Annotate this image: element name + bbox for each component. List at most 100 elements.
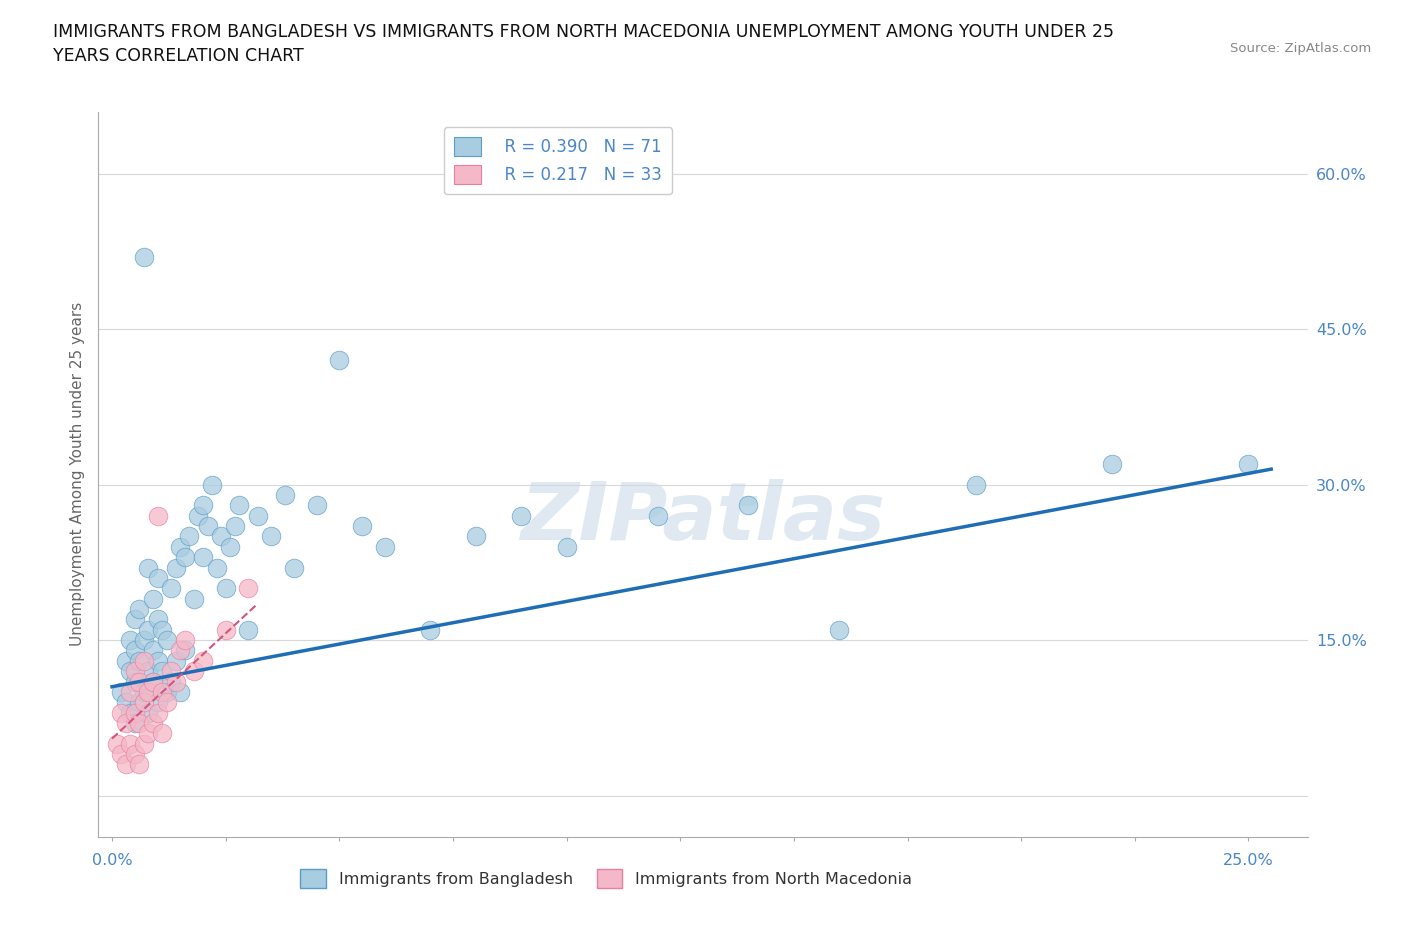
Point [110, 705, 132, 720]
Point [187, 509, 209, 524]
Point [138, 684, 160, 699]
Point [142, 591, 165, 606]
Point [374, 539, 396, 554]
Point [238, 622, 260, 637]
Legend: Immigrants from Bangladesh, Immigrants from North Macedonia: Immigrants from Bangladesh, Immigrants f… [294, 863, 918, 895]
Point [146, 654, 169, 669]
Text: IMMIGRANTS FROM BANGLADESH VS IMMIGRANTS FROM NORTH MACEDONIA UNEMPLOYMENT AMONG: IMMIGRANTS FROM BANGLADESH VS IMMIGRANTS… [53, 23, 1115, 65]
Point [128, 715, 150, 730]
Point [647, 509, 669, 524]
Point [555, 539, 578, 554]
Point [146, 612, 169, 627]
Point [128, 757, 150, 772]
Point [105, 737, 128, 751]
Point [120, 684, 142, 699]
Text: 0.0%: 0.0% [91, 853, 132, 868]
Point [146, 570, 169, 585]
Point [1237, 457, 1260, 472]
Point [138, 664, 160, 679]
Point [120, 664, 142, 679]
Point [132, 632, 155, 647]
Point [124, 664, 146, 679]
Point [128, 674, 150, 689]
Text: Source: ZipAtlas.com: Source: ZipAtlas.com [1230, 42, 1371, 55]
Point [124, 674, 146, 689]
Point [169, 643, 191, 658]
Point [737, 498, 759, 512]
Point [183, 591, 205, 606]
Text: 25.0%: 25.0% [1223, 853, 1274, 868]
Point [138, 622, 160, 637]
Y-axis label: Unemployment Among Youth under 25 years: Unemployment Among Youth under 25 years [69, 302, 84, 646]
Point [150, 622, 173, 637]
Point [191, 654, 214, 669]
Point [114, 695, 136, 710]
Point [224, 519, 246, 534]
Point [228, 498, 250, 512]
Point [142, 674, 165, 689]
Point [828, 622, 851, 637]
Point [124, 747, 146, 762]
Point [328, 352, 350, 367]
Point [160, 581, 183, 596]
Point [274, 487, 297, 502]
Point [146, 695, 169, 710]
Point [132, 695, 155, 710]
Point [173, 550, 195, 565]
Point [142, 643, 165, 658]
Point [114, 757, 136, 772]
Point [138, 726, 160, 741]
Point [132, 249, 155, 264]
Point [191, 498, 214, 512]
Text: ZIPatlas: ZIPatlas [520, 479, 886, 557]
Point [219, 539, 242, 554]
Point [124, 643, 146, 658]
Point [155, 684, 177, 699]
Point [120, 632, 142, 647]
Point [165, 560, 187, 575]
Point [283, 560, 305, 575]
Point [150, 726, 173, 741]
Point [142, 715, 165, 730]
Point [160, 674, 183, 689]
Point [464, 529, 486, 544]
Point [191, 550, 214, 565]
Point [169, 684, 191, 699]
Point [197, 519, 219, 534]
Point [120, 737, 142, 751]
Point [169, 539, 191, 554]
Point [128, 695, 150, 710]
Point [419, 622, 441, 637]
Point [132, 684, 155, 699]
Point [238, 581, 260, 596]
Point [114, 654, 136, 669]
Point [110, 747, 132, 762]
Point [205, 560, 228, 575]
Point [128, 602, 150, 617]
Point [165, 674, 187, 689]
Point [124, 715, 146, 730]
Point [183, 664, 205, 679]
Point [150, 684, 173, 699]
Point [215, 581, 238, 596]
Point [124, 612, 146, 627]
Point [120, 705, 142, 720]
Point [138, 705, 160, 720]
Point [132, 737, 155, 751]
Point [173, 643, 195, 658]
Point [132, 654, 155, 669]
Point [246, 509, 269, 524]
Point [352, 519, 374, 534]
Point [179, 529, 201, 544]
Point [142, 674, 165, 689]
Point [305, 498, 328, 512]
Point [165, 654, 187, 669]
Point [110, 684, 132, 699]
Point [260, 529, 283, 544]
Point [160, 664, 183, 679]
Point [215, 622, 238, 637]
Point [128, 654, 150, 669]
Point [155, 632, 177, 647]
Point [965, 477, 987, 492]
Point [146, 705, 169, 720]
